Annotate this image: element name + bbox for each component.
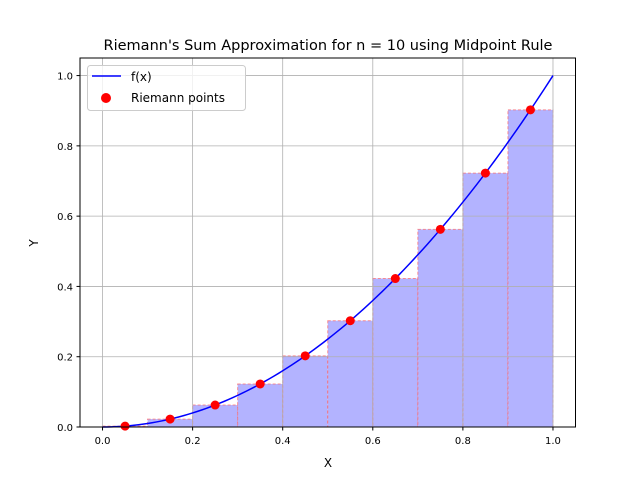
x-tick-label: 0.8	[455, 436, 471, 447]
x-ticks: 0.0 0.2 0.4 0.6 0.8 1.0	[95, 427, 561, 447]
grid-group	[80, 58, 576, 428]
riemann-point	[255, 379, 265, 389]
x-tick-label: 0.4	[275, 436, 291, 447]
function-curve	[102, 75, 554, 428]
riemann-bar	[507, 109, 554, 428]
chart-title: Riemann's Sum Approximation for n = 10 u…	[104, 38, 553, 54]
riemann-point	[390, 274, 400, 284]
y-tick-label: 0.6	[57, 212, 73, 223]
riemann-bar	[282, 355, 329, 428]
riemann-point	[525, 105, 535, 115]
riemann-point	[435, 224, 445, 234]
riemann-bar	[237, 383, 284, 428]
axes-frame	[79, 57, 576, 428]
riemann-bar	[462, 172, 509, 428]
riemann-bar	[417, 228, 464, 428]
legend-label-fx: f(x)	[131, 70, 152, 84]
x-tick-label: 0.6	[365, 436, 381, 447]
points-group	[120, 105, 535, 431]
x-tick-label: 0.2	[185, 436, 201, 447]
curve-group	[102, 75, 554, 428]
legend: f(x) Riemann points	[87, 65, 246, 111]
riemann-point	[345, 316, 355, 326]
y-axis-label: Y	[27, 239, 41, 248]
riemann-point	[300, 351, 310, 361]
riemann-bar	[327, 320, 374, 428]
y-tick-label: 0.2	[57, 353, 73, 364]
y-tick-label: 0.8	[57, 142, 73, 153]
y-tick-label: 0.4	[57, 282, 73, 293]
riemann-point	[210, 400, 220, 410]
riemann-point	[480, 168, 490, 178]
x-tick-label: 0.0	[95, 436, 111, 447]
y-ticks: 0.0 0.2 0.4 0.6 0.8 1.0	[57, 72, 80, 434]
x-tick-label: 1.0	[545, 436, 561, 447]
bars-group	[102, 109, 554, 428]
y-tick-label: 1.0	[57, 72, 73, 83]
riemann-point	[120, 421, 130, 431]
legend-point-swatch	[101, 93, 111, 103]
riemann-point	[165, 414, 175, 424]
legend-box	[87, 65, 246, 111]
legend-label-points: Riemann points	[131, 91, 225, 105]
y-tick-label: 0.0	[57, 423, 73, 434]
x-axis-label: X	[324, 456, 332, 470]
riemann-bar	[372, 278, 419, 428]
